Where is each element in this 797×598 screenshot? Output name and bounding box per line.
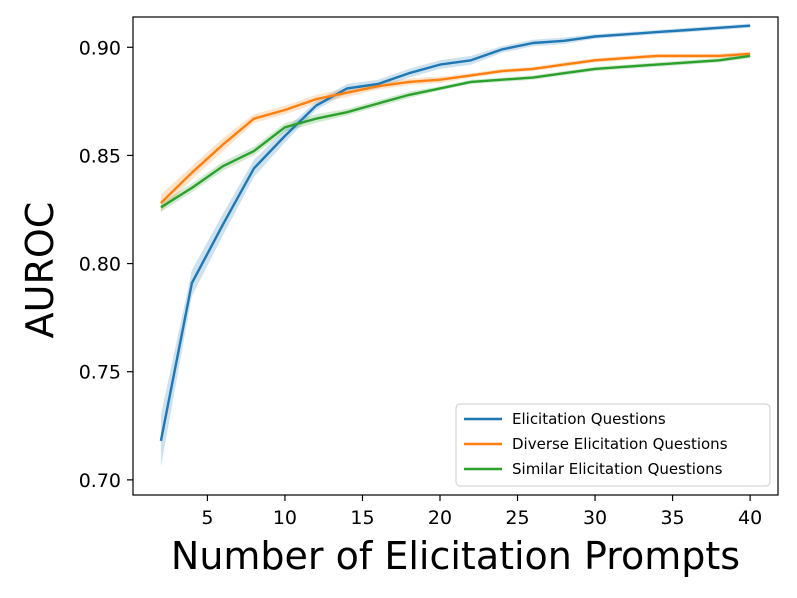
- confidence-bands: [160, 23, 751, 467]
- plot-area-frame: [132, 16, 779, 496]
- legend-box: [455, 403, 771, 487]
- x-axis-ticks: 5 10 15 20 25 30 35 40: [201, 495, 762, 529]
- band-series-1: [160, 51, 751, 212]
- legend: Elicitation Questions Diverse Elicitation…: [455, 403, 771, 487]
- y-tick-label: 0.90: [79, 37, 121, 59]
- line-series-0: [159, 24, 751, 442]
- y-tick-label: 0.80: [79, 254, 121, 276]
- x-tick-label: 25: [505, 507, 529, 529]
- x-tick-label: 40: [738, 507, 762, 529]
- x-axis-title: Number of Elicitation Prompts: [171, 534, 740, 578]
- x-tick-label: 15: [350, 507, 374, 529]
- band-series-0: [160, 23, 751, 467]
- series-lines: [159, 24, 751, 442]
- line-series-2: [160, 54, 751, 209]
- legend-label: Elicitation Questions: [512, 410, 666, 428]
- x-tick-label: 30: [583, 507, 607, 529]
- x-tick-label: 10: [273, 507, 297, 529]
- y-axis-title: AUROC: [18, 202, 62, 339]
- legend-label: Similar Elicitation Questions: [512, 460, 723, 478]
- y-tick-label: 0.75: [79, 362, 121, 384]
- line-series-1: [160, 52, 751, 204]
- x-tick-label: 35: [660, 507, 684, 529]
- x-tick-label: 20: [428, 507, 452, 529]
- y-tick-label: 0.85: [79, 145, 121, 167]
- legend-label: Diverse Elicitation Questions: [512, 435, 728, 453]
- x-tick-label: 5: [201, 507, 213, 529]
- y-tick-label: 0.70: [79, 470, 121, 492]
- y-axis-ticks: 0.70 0.75 0.80 0.85 0.90: [79, 37, 133, 492]
